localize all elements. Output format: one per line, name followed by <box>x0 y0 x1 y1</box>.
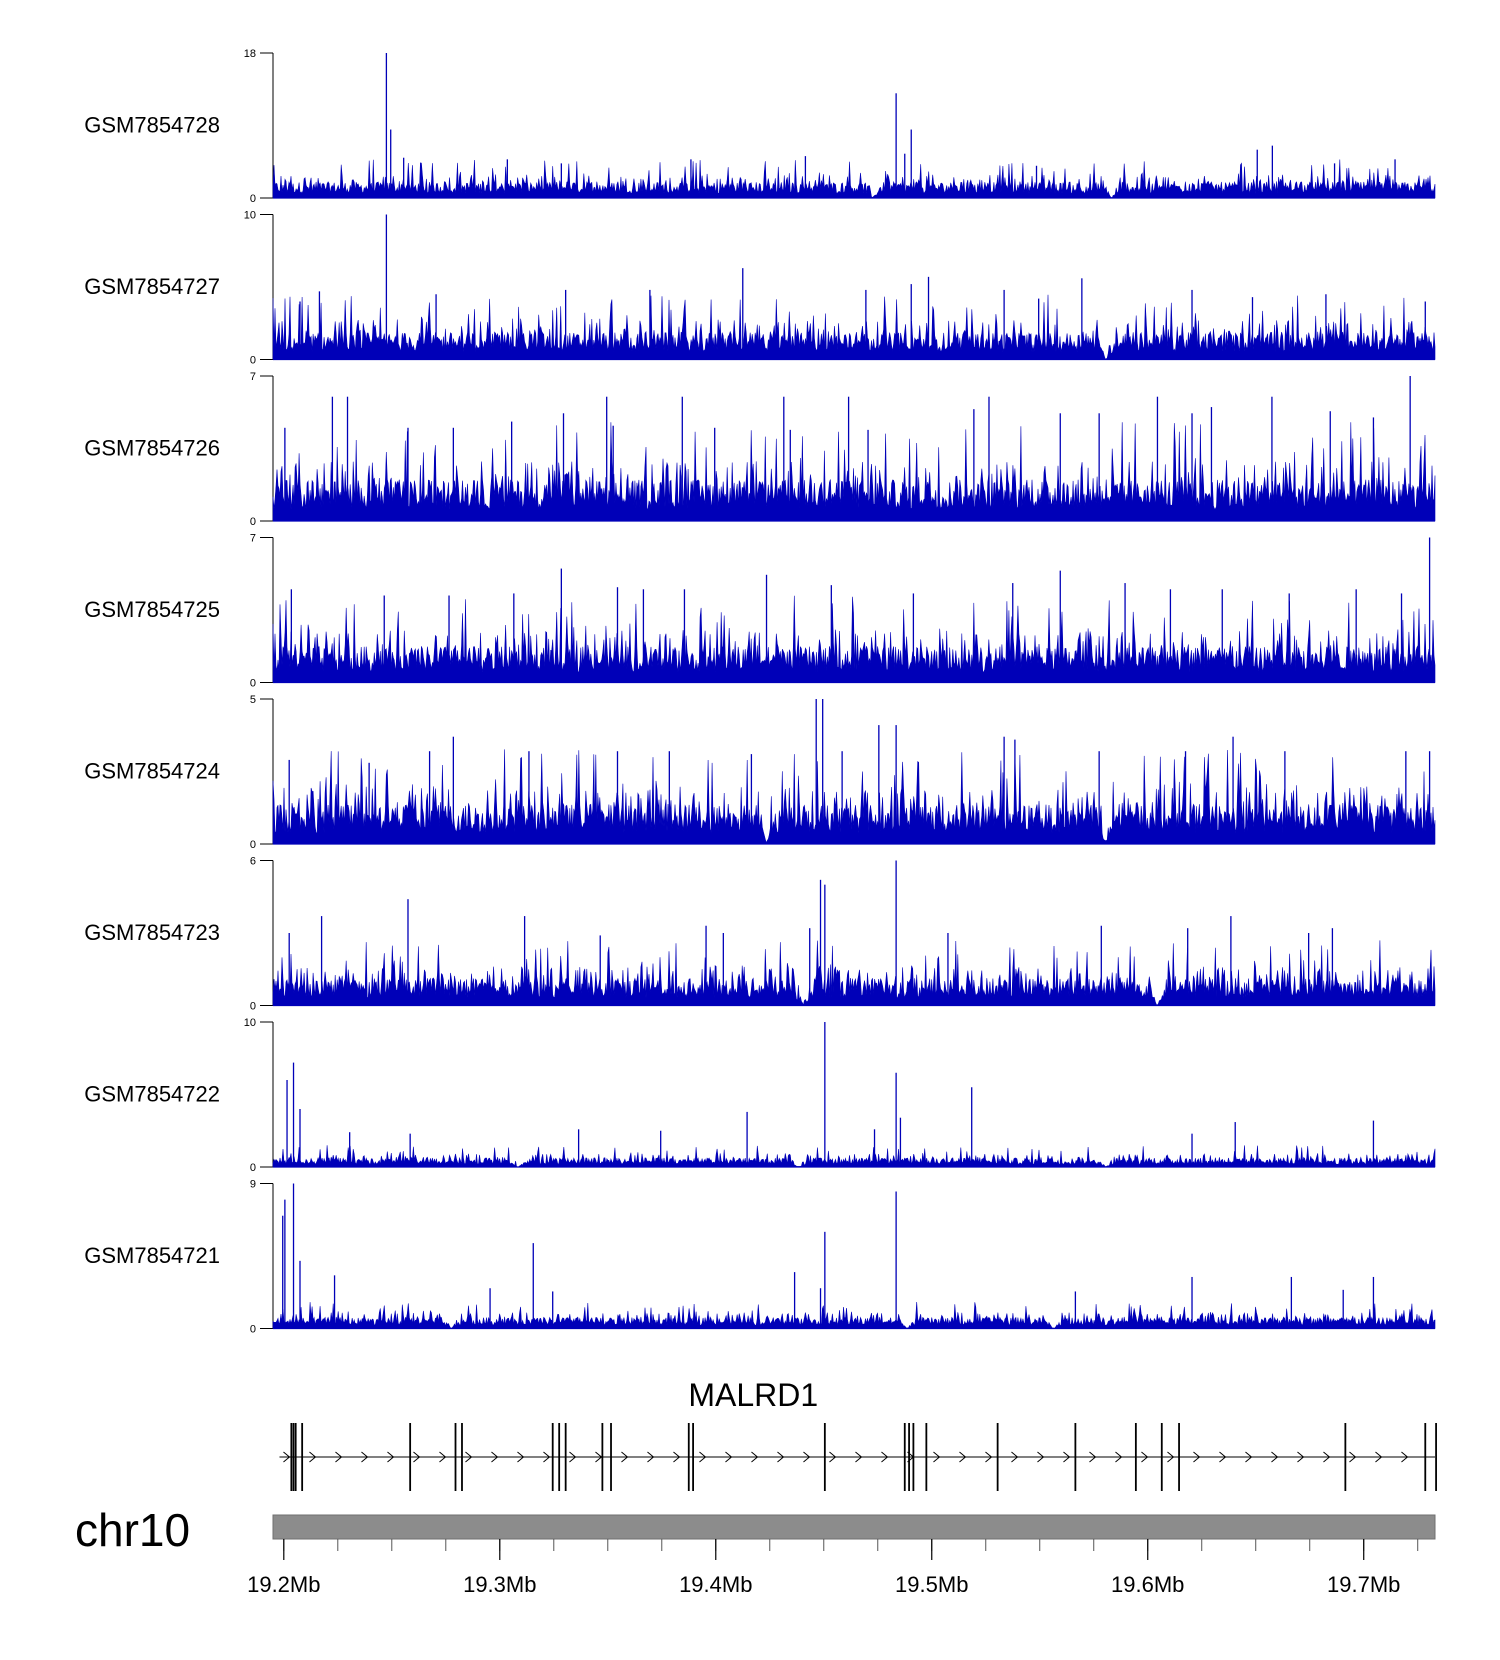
strand-arrow <box>1011 1451 1019 1463</box>
strand-arrow <box>517 1451 525 1463</box>
gene-label: MALRD1 <box>688 1377 818 1413</box>
y-min-label: 0 <box>250 355 256 367</box>
strand-arrow <box>335 1451 343 1463</box>
strand-arrow <box>881 1451 889 1463</box>
chromosome-axis: chr10 19.2Mb 19.3Mb 19.4Mb 19.5Mb 19.6Mb 19.7… <box>75 1504 1436 1597</box>
signal-area <box>272 1145 1436 1168</box>
strand-arrow <box>361 1451 369 1463</box>
track-label: GSM7854722 <box>84 1082 220 1107</box>
track-label: GSM7854725 <box>84 597 220 622</box>
signal-area <box>272 422 1436 522</box>
track-GSM7854723: GSM7854723 6 0 <box>84 856 1436 1013</box>
strand-arrow <box>309 1451 317 1463</box>
y-min-label: 0 <box>250 193 256 205</box>
strand-arrow <box>413 1451 421 1463</box>
track-GSM7854721: GSM7854721 9 0 <box>84 1179 1436 1336</box>
strand-arrow <box>699 1451 707 1463</box>
strand-arrow <box>1115 1451 1123 1463</box>
strand-arrow <box>1245 1451 1253 1463</box>
strand-arrow <box>1375 1451 1383 1463</box>
signal-tracks: GSM7854728180GSM7854727100GSM785472670GS… <box>84 48 1436 1336</box>
y-max-label: 10 <box>244 1017 256 1029</box>
strand-arrow <box>1271 1451 1279 1463</box>
axis-tick-label: 19.5Mb <box>895 1572 968 1597</box>
axis-tick-label: 19.6Mb <box>1111 1572 1184 1597</box>
y-min-label: 0 <box>250 1001 256 1013</box>
y-max-label: 6 <box>250 856 256 868</box>
chromosome-label: chr10 <box>75 1504 190 1556</box>
strand-arrow <box>1297 1451 1305 1463</box>
strand-arrow <box>543 1451 551 1463</box>
strand-arrow <box>673 1451 681 1463</box>
strand-arrow <box>1089 1451 1097 1463</box>
strand-arrow <box>647 1451 655 1463</box>
track-label: GSM7854728 <box>84 113 220 138</box>
gene-track: MALRD1 <box>279 1377 1437 1491</box>
strand-arrow <box>1219 1451 1227 1463</box>
strand-arrow <box>439 1451 447 1463</box>
strand-arrow <box>959 1451 967 1463</box>
y-min-label: 0 <box>250 678 256 690</box>
strand-arrow <box>1349 1451 1357 1463</box>
signal-area <box>272 294 1436 360</box>
strand-arrow <box>1063 1451 1071 1463</box>
y-max-label: 7 <box>250 371 256 383</box>
y-max-label: 10 <box>244 210 256 222</box>
track-GSM7854724: GSM7854724 5 0 <box>84 694 1436 851</box>
y-max-label: 7 <box>250 533 256 545</box>
strand-arrow <box>491 1451 499 1463</box>
track-GSM7854725: GSM7854725 7 0 <box>84 533 1436 690</box>
y-min-label: 0 <box>250 1324 256 1336</box>
strand-arrow <box>829 1451 837 1463</box>
strand-arrow <box>1401 1451 1409 1463</box>
signal-area <box>272 749 1436 845</box>
strand-arrow <box>387 1451 395 1463</box>
strand-arrow <box>777 1451 785 1463</box>
strand-arrow <box>1141 1451 1149 1463</box>
strand-arrow <box>933 1451 941 1463</box>
axis-tick-label: 19.3Mb <box>463 1572 536 1597</box>
track-GSM7854728: GSM7854728 18 0 <box>84 48 1436 205</box>
strand-arrow <box>1167 1451 1175 1463</box>
signal-area <box>272 159 1436 199</box>
y-min-label: 0 <box>250 1162 256 1174</box>
strand-arrow <box>621 1451 629 1463</box>
strand-arrow <box>803 1451 811 1463</box>
track-label: GSM7854724 <box>84 759 220 784</box>
strand-arrow <box>725 1451 733 1463</box>
strand-arrow <box>465 1451 473 1463</box>
strand-arrow <box>985 1451 993 1463</box>
axis-tick-label: 19.7Mb <box>1327 1572 1400 1597</box>
strand-arrow <box>1193 1451 1201 1463</box>
strand-arrow <box>283 1451 291 1463</box>
axis-tick-label: 19.2Mb <box>247 1572 320 1597</box>
track-label: GSM7854726 <box>84 436 220 461</box>
track-label: GSM7854727 <box>84 274 220 299</box>
signal-area <box>272 595 1436 683</box>
track-GSM7854726: GSM7854726 7 0 <box>84 371 1436 528</box>
strand-arrow <box>751 1451 759 1463</box>
strand-arrow <box>569 1451 577 1463</box>
y-max-label: 18 <box>244 48 256 60</box>
track-GSM7854722: GSM7854722 10 0 <box>84 1017 1436 1174</box>
signal-area <box>272 940 1436 1006</box>
y-max-label: 9 <box>250 1179 256 1191</box>
signal-area <box>272 1301 1436 1329</box>
track-label: GSM7854721 <box>84 1243 220 1268</box>
y-max-label: 5 <box>250 694 256 706</box>
y-min-label: 0 <box>250 839 256 851</box>
track-label: GSM7854723 <box>84 920 220 945</box>
track-GSM7854727: GSM7854727 10 0 <box>84 210 1436 367</box>
strand-arrow <box>855 1451 863 1463</box>
y-min-label: 0 <box>250 516 256 528</box>
chromosome-ideogram-bar <box>272 1514 1436 1540</box>
strand-arrow <box>1323 1451 1331 1463</box>
strand-arrow <box>1037 1451 1045 1463</box>
axis-tick-label: 19.4Mb <box>679 1572 752 1597</box>
